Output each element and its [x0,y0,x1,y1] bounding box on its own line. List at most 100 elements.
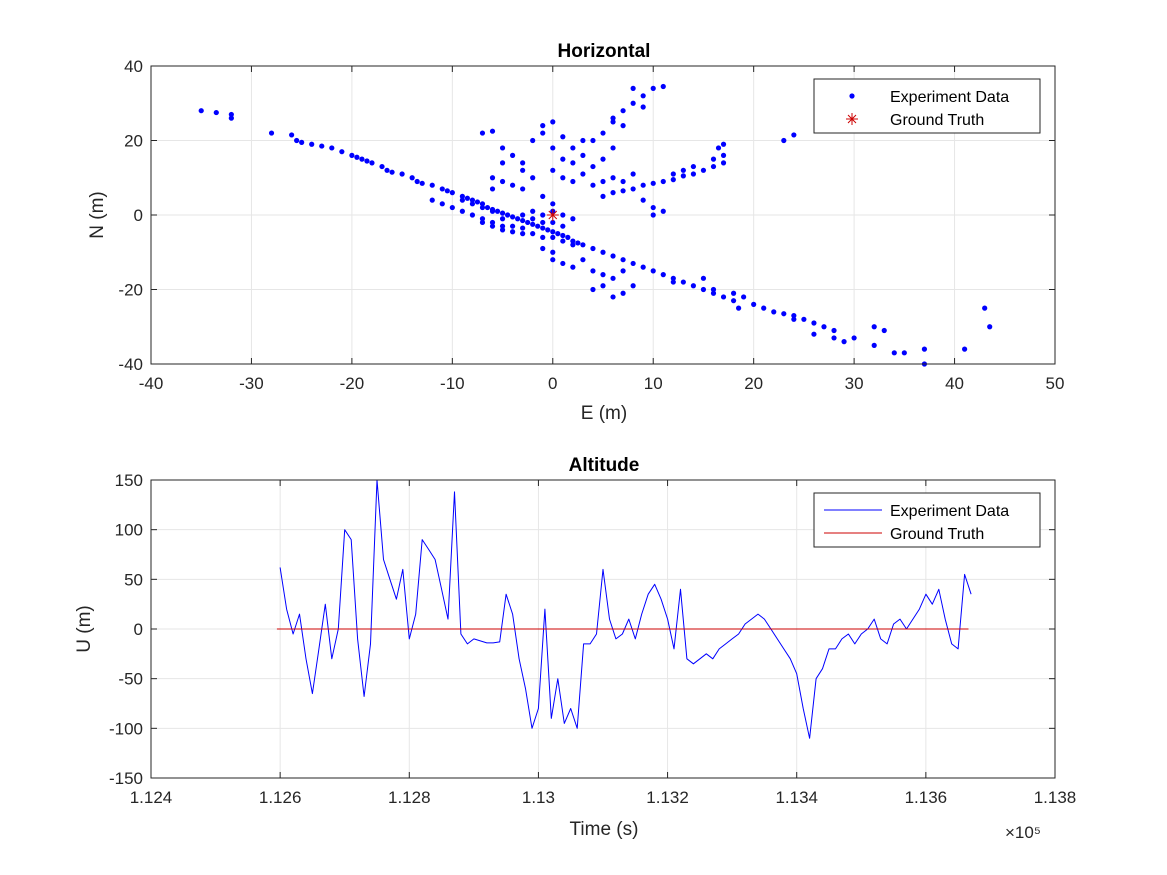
experiment-data-point [384,167,390,173]
experiment-data-point [901,350,907,356]
experiment-data-point [630,85,636,91]
experiment-data-point [811,331,817,337]
experiment-data-point [540,193,546,199]
experiment-data-point [509,182,516,188]
experiment-data-point [560,134,566,140]
experiment-data-point [660,178,666,185]
experiment-data-point [610,294,616,300]
experiment-data-point [525,219,531,226]
experiment-data-point [570,216,576,222]
experiment-data-point [479,219,486,226]
experiment-data-point [690,171,697,177]
experiment-data-point [414,178,420,185]
experiment-data-point [329,145,335,151]
experiment-data-point [550,234,556,240]
experiment-data-point [449,204,455,211]
experiment-data-point [881,327,887,334]
experiment-data-point [484,204,491,211]
experiment-data-point [921,346,928,352]
horizontal-legend: Experiment Data Ground Truth [813,78,1041,134]
experiment-data-point [520,231,526,237]
experiment-data-point [580,137,586,144]
experiment-data-point [590,163,596,170]
y-tick-label: 50 [124,570,143,589]
y-tick-label: -20 [118,281,143,300]
altitude-legend-experiment-label: Experiment Data [890,503,1009,520]
experiment-data-point [489,208,496,214]
experiment-data-point [580,242,586,248]
horizontal-y-label: N (m) [87,191,108,238]
horizontal-legend-ground-truth-label: Ground Truth [890,112,984,129]
ground-truth-point [546,209,559,221]
experiment-data-point [540,123,546,129]
experiment-data-point [570,242,576,248]
experiment-data-point [710,163,717,170]
horizontal-legend-experiment-label: Experiment Data [890,89,1009,106]
experiment-data-point [489,186,496,192]
experiment-data-point [610,145,616,151]
experiment-data-point [540,245,546,252]
experiment-data-point [339,149,345,155]
experiment-data-point [620,290,626,296]
experiment-data-point [499,145,506,151]
experiment-data-point [545,227,551,233]
experiment-data-point [660,208,666,214]
experiment-data-point [962,346,968,352]
experiment-data-point [550,167,556,173]
experiment-data-point [449,190,455,196]
experiment-data-point [610,275,616,281]
altitude-legend-ground-truth-label: Ground Truth [890,526,984,543]
horizontal-x-label: E (m) [581,403,627,424]
experiment-data-point [600,178,606,185]
experiment-data-point [459,197,465,203]
horizontal-ticks: -40 -30 -20 -10 0 10 20 30 40 50 -40 -20 0 20 40 [118,57,1064,393]
x-tick-label: 1.128 [388,788,431,807]
altitude-legend-box [813,492,1041,548]
experiment-data-point [499,210,506,216]
experiment-data-point [499,223,506,229]
experiment-data-point [620,178,626,185]
experiment-data-point [565,234,571,240]
experiment-data-point [650,204,656,211]
experiment-data-point [409,175,415,181]
experiment-data-point [690,283,697,289]
experiment-data-point [520,186,526,192]
experiment-data-point [741,294,747,300]
experiment-data-point [555,231,561,237]
experiment-data-point [650,212,656,218]
x-tick-label: 50 [1046,374,1065,393]
experiment-data-line [279,479,972,739]
experiment-data-point [575,240,581,246]
experiment-data-point [600,249,606,255]
experiment-data-point [821,324,827,330]
x-tick-label: 1.132 [646,788,689,807]
experiment-data-point [198,108,204,114]
experiment-data-point [811,320,817,326]
experiment-data-point [444,188,450,194]
experiment-data-point [730,298,737,304]
experiment-data-point [459,193,465,199]
experiment-data-point [369,160,375,166]
experiment-data-point [736,305,742,311]
experiment-data-point [464,195,470,201]
experiment-data-point [530,208,536,214]
experiment-data-point [715,145,722,151]
experiment-data-point [509,229,516,235]
experiment-data-point [228,115,234,121]
experiment-data-point [379,163,385,170]
horizontal-plot: Horizontal -40 -30 -20 -10 0 10 20 30 40 50 -40 -20… [87,41,1064,424]
experiment-data-point [520,160,526,166]
horizontal-title: Horizontal [558,41,651,62]
x-tick-label: 10 [644,374,663,393]
experiment-data-point [831,327,837,334]
experiment-data-point [550,145,556,151]
experiment-data-point [570,160,576,166]
y-tick-label: -50 [118,670,143,689]
experiment-data-point [610,253,616,259]
experiment-data-point [560,260,566,267]
experiment-data-point [560,175,566,181]
experiment-data-point [540,130,546,136]
experiment-data-point [710,156,717,162]
experiment-data-point [710,286,717,293]
experiment-data-point [489,128,496,134]
